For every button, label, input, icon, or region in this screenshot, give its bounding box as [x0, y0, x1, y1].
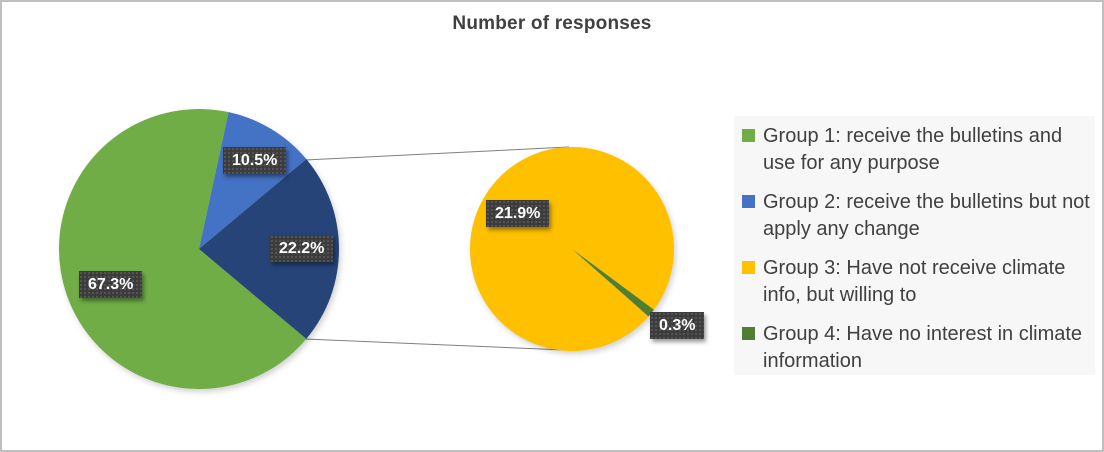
legend-item-group3[interactable]: Group 3: Have not receive climate info, …	[742, 255, 1095, 309]
main-pie[interactable]	[59, 109, 340, 389]
legend-label-group4: Group 4: Have no interest in climate inf…	[763, 323, 1083, 372]
legend-item-group2[interactable]: Group 2: receive the bulletins but not a…	[742, 189, 1095, 243]
secondary-pie-slice-0[interactable]	[469, 147, 674, 352]
main-pie-slice-0[interactable]	[59, 109, 307, 389]
legend-label-group2: Group 2: receive the bulletins but not a…	[763, 191, 1090, 240]
secondary-pie-slice-1[interactable]	[572, 249, 654, 317]
main-pie-slice-2[interactable]	[199, 159, 340, 339]
legend-swatch-group4-icon	[742, 327, 755, 340]
legend-label-group1: Group 1: receive the bulletins and use f…	[763, 125, 1063, 174]
data-label-other[interactable]: 22.2%	[270, 235, 334, 263]
series-connector-line-top	[304, 146, 570, 161]
data-label-group1[interactable]: 67.3%	[79, 271, 143, 299]
data-label-group4[interactable]: 0.3%	[650, 312, 705, 340]
legend-swatch-group2-icon	[742, 195, 755, 208]
legend: Group 1: receive the bulletins and use f…	[734, 116, 1095, 375]
legend-item-group4[interactable]: Group 4: Have no interest in climate inf…	[742, 321, 1095, 375]
data-label-group2[interactable]: 10.5%	[223, 147, 287, 175]
legend-label-group3: Group 3: Have not receive climate info, …	[763, 257, 1066, 306]
series-connector-line-bottom	[304, 338, 566, 351]
data-label-group3[interactable]: 21.9%	[486, 200, 550, 228]
legend-item-group1[interactable]: Group 1: receive the bulletins and use f…	[742, 123, 1095, 177]
chart-title: Number of responses	[452, 13, 652, 34]
main-pie-slice-1[interactable]	[199, 112, 307, 249]
legend-swatch-group3-icon	[742, 261, 755, 274]
secondary-pie[interactable]	[469, 147, 674, 352]
legend-swatch-group1-icon	[742, 129, 755, 142]
